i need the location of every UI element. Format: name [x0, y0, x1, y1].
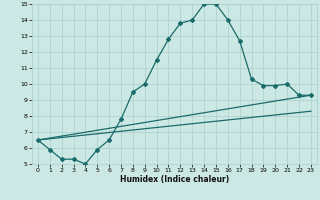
X-axis label: Humidex (Indice chaleur): Humidex (Indice chaleur) — [120, 175, 229, 184]
